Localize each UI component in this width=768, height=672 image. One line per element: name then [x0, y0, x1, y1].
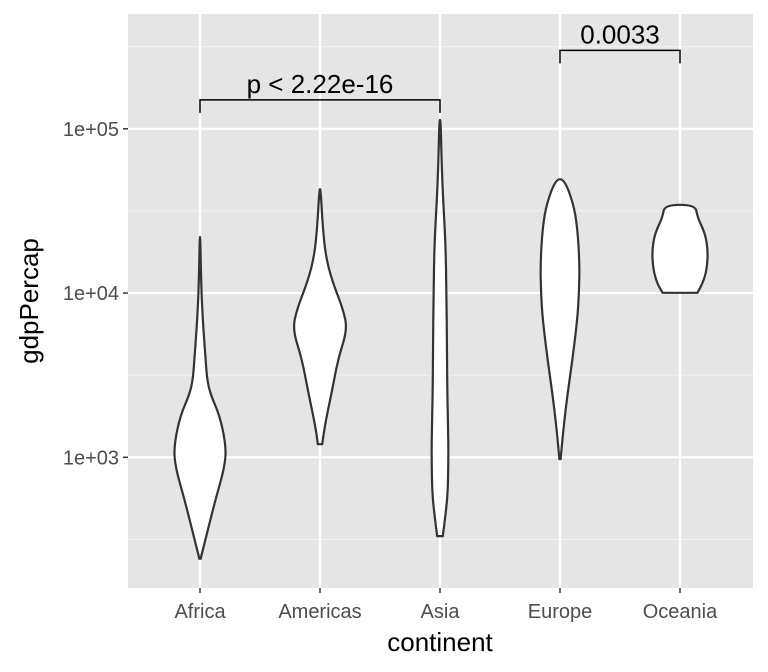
violin-europe — [539, 178, 581, 461]
y-tick-label: 1e+05 — [63, 119, 119, 141]
violin-asia — [430, 118, 450, 538]
y-tick-label: 1e+03 — [63, 447, 119, 469]
annotation-bracket — [199, 99, 441, 113]
x-tick-label-europe: Europe — [528, 601, 593, 623]
y-axis: 1e+03 1e+04 1e+05 — [63, 119, 128, 469]
y-axis-title: gdpPercap — [14, 238, 44, 364]
x-tick-label-oceania: Oceania — [643, 601, 718, 623]
violin-oceania — [651, 203, 709, 294]
y-tick-label: 1e+04 — [63, 283, 119, 305]
annotation-label: p < 2.22e-16 — [247, 69, 394, 99]
x-tick-label-asia: Asia — [421, 601, 461, 623]
x-axis-title: continent — [387, 627, 493, 657]
annotation-bracket — [559, 49, 681, 64]
violin-americas — [293, 188, 347, 446]
violins — [173, 118, 709, 560]
x-axis: Africa Americas Asia Europe Oceania — [174, 588, 718, 623]
x-tick-label-americas: Americas — [278, 601, 361, 623]
x-tick-label-africa: Africa — [174, 601, 226, 623]
annotation-label: 0.0033 — [580, 19, 660, 49]
significance-annotations: p < 2.22e-16 0.0033 — [199, 19, 681, 113]
violin-africa — [173, 235, 227, 560]
